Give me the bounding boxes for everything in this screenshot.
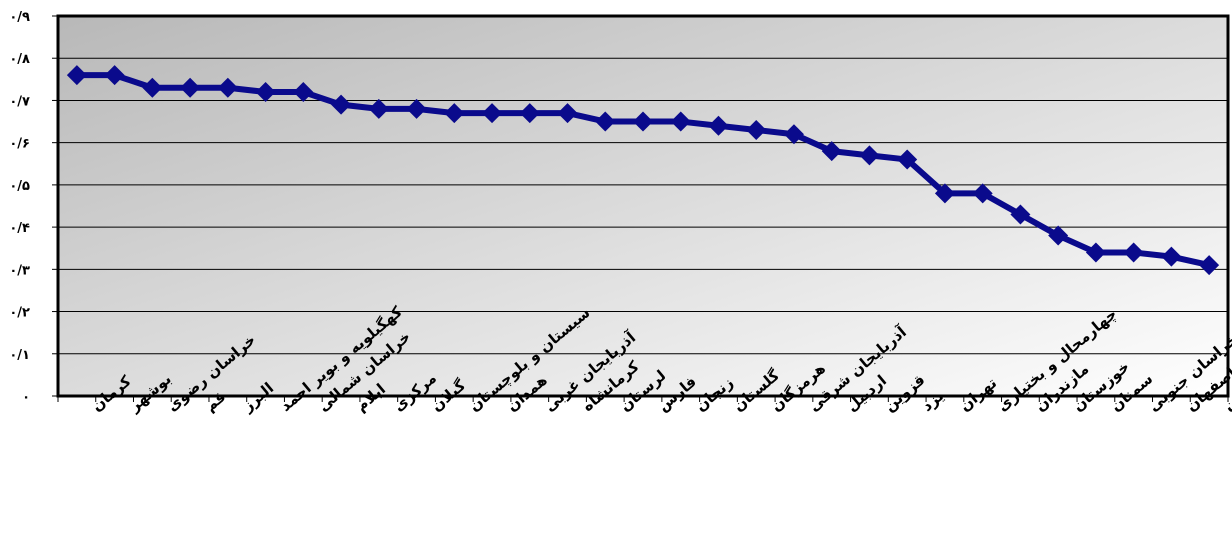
y-axis-ticks: ۰ ۰/۱ ۰/۲ ۰/۳ ۰/۴ ۰/۵ ۰/۶ ۰/۷ ۰/۸ ۰/۹ [9,10,58,405]
data-point [180,77,201,98]
data-point [633,111,653,132]
data-point [821,141,842,162]
y-tick-label: ۰/۱ [9,348,30,363]
data-point [934,183,955,204]
data-point [1199,255,1220,276]
plot-border [56,14,1230,398]
data-point [783,124,804,145]
y-tick-label: ۰/۶ [9,137,30,152]
data-point [217,77,238,98]
data-point [1123,242,1144,263]
data-point [1048,225,1069,246]
data-point [708,115,729,136]
data-point [406,98,427,119]
y-tick-label: ۰/۵ [9,179,30,194]
plot-area [58,16,1228,396]
data-point [104,65,125,86]
y-tick-label: ۰/۷ [9,94,30,109]
data-point [670,111,691,132]
data-point [368,98,389,119]
data-point [1010,204,1031,225]
y-tick-label: ۰/۲ [9,306,30,321]
data-point [331,94,352,115]
data-point [142,77,163,98]
data-point [897,149,918,170]
data-point [746,120,767,140]
y-tick-label: ۰/۹ [9,10,30,25]
data-point [557,103,578,124]
series-layer [66,65,1220,276]
data-point [66,65,87,86]
data-point [444,103,465,124]
y-tick-label: ۰/۴ [9,221,30,236]
data-point [482,103,503,124]
data-point [859,145,880,166]
data-point [972,183,993,204]
data-point [1161,246,1182,267]
y-tick-label: ۰/۳ [9,263,30,278]
data-point [255,82,276,102]
gridlines [58,57,1228,355]
data-point [519,103,540,124]
data-point [595,111,616,132]
data-point [1085,242,1106,263]
y-tick-label: ۰/۸ [9,52,30,67]
y-tick-label: ۰ [22,390,30,405]
data-point [293,82,314,102]
